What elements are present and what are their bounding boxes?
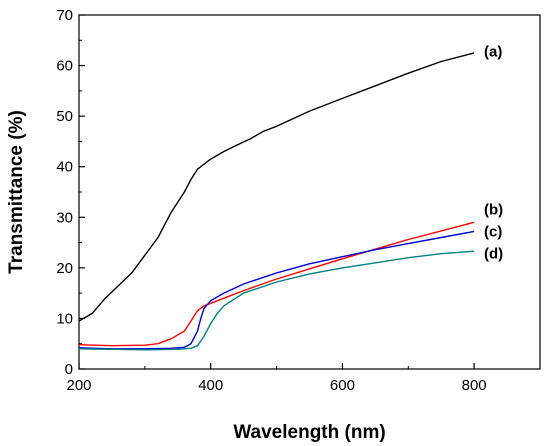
series-label-b: (b) — [484, 202, 503, 219]
y-tick-label: 0 — [65, 361, 73, 378]
plot-frame — [78, 14, 541, 370]
series-line-d — [78, 250, 475, 351]
x-axis-title: Wavelength (nm) — [233, 422, 385, 443]
y-tick-label: 40 — [56, 159, 73, 176]
series-line-a — [78, 52, 475, 322]
x-tick-label: 600 — [330, 377, 355, 394]
y-tick-label: 10 — [56, 310, 73, 327]
series-label-d: (d) — [484, 246, 503, 263]
y-tick-label: 50 — [56, 108, 73, 125]
series-line-c — [78, 230, 475, 350]
x-tick-label: 800 — [462, 377, 487, 394]
y-tick-label: 20 — [56, 260, 73, 277]
series-label-c: (c) — [484, 223, 502, 240]
x-tick-label: 200 — [66, 377, 91, 394]
x-tick-label: 400 — [198, 377, 223, 394]
series-label-a: (a) — [484, 43, 502, 60]
y-axis-title: Transmittance (%) — [6, 110, 27, 274]
y-tick-label: 30 — [56, 209, 73, 226]
y-tick-label: 70 — [56, 7, 73, 24]
series-line-b — [78, 221, 475, 347]
y-tick-label: 60 — [56, 58, 73, 75]
